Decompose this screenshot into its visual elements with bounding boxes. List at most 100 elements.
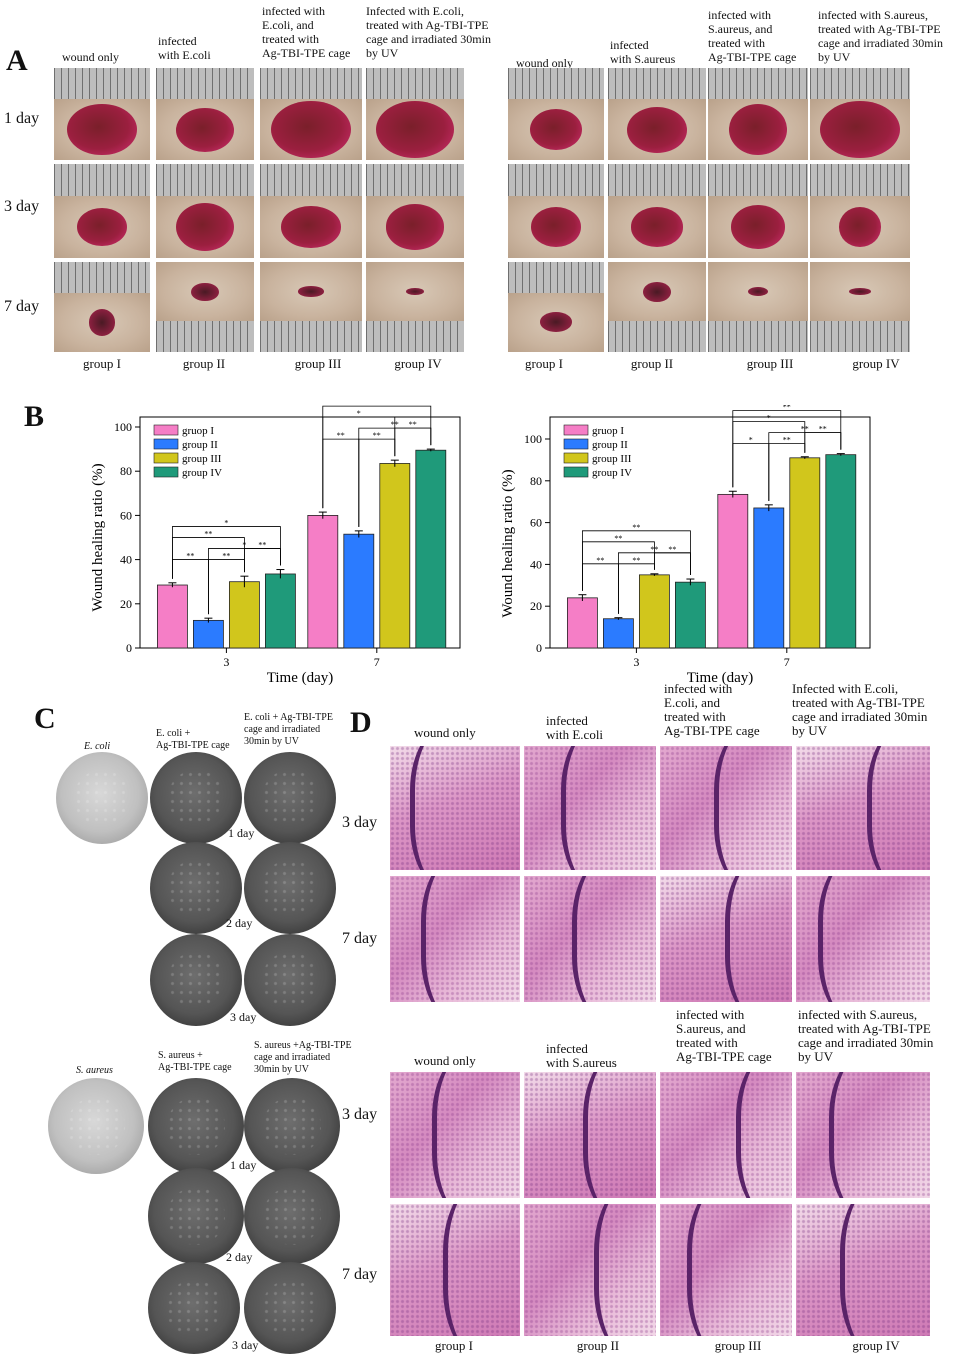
bar [379,463,411,649]
petri-dish [150,752,242,844]
column-header: wound only [414,1053,476,1068]
bar [343,533,375,649]
wound-photo [54,68,150,160]
petri-dish [148,1168,244,1264]
histology-image [660,746,792,870]
significance-bracket [804,432,842,453]
bar [193,619,224,649]
legend-label: gruop I [592,425,624,437]
wound-photo [608,68,706,160]
y-tick-label: 60 [120,508,132,522]
bar [157,584,188,649]
significance-bracket [654,552,691,576]
wound-photo [156,262,254,352]
wound-photo [54,262,150,352]
significance-label: * [224,519,228,528]
significance-label: ** [596,556,604,565]
panel-letter-d: D [350,706,372,739]
petri-dish [48,1078,144,1174]
column-header: Infected with E.coli, treated with Ag-TB… [366,4,491,60]
wound-photo [708,68,808,160]
significance-bracket [582,530,691,591]
bar [674,581,706,649]
y-tick-label: 80 [530,474,542,488]
group-label: group II [630,356,674,371]
plate-header: E. coli [84,741,111,752]
significance-label: ** [186,552,194,561]
legend-swatch [153,466,179,478]
significance-label: ** [222,552,230,561]
y-tick-label: 20 [120,597,132,611]
significance-label: * [767,414,771,423]
legend-swatch [153,424,179,436]
x-tick-label: 7 [784,655,790,669]
column-header: wound only [414,725,476,740]
column-header: infected with S.aureus, and treated with… [708,8,797,64]
bar [228,581,260,649]
petri-dish [244,1262,336,1354]
significance-bracket [322,438,360,527]
row-label-7-day: 7 day [4,298,40,315]
significance-bracket [244,548,281,573]
significance-label: ** [632,523,640,532]
legend-label: group IV [592,467,632,479]
panel-letter-b: B [24,400,45,433]
petri-dish [244,752,336,844]
wound-photo [508,262,604,352]
y-tick-label: 40 [530,557,542,571]
y-axis-label: Wound healing ratio (%) [90,463,106,611]
legend-label: group III [182,453,222,465]
histology-image [796,1204,930,1336]
petri-dish [244,1078,340,1174]
bar [638,574,670,649]
significance-label: ** [258,541,266,550]
significance-label: ** [783,405,791,412]
x-axis-label: Time (day) [687,670,754,686]
wound-photo [54,164,150,258]
plate-header: S. aureus + Ag-TBI-TPE cage [158,1050,232,1073]
wound-photo [156,164,254,258]
bar [717,493,749,649]
legend-swatch [563,452,589,464]
significance-label: ** [819,425,827,434]
legend-swatch [153,452,179,464]
group-label: group IV [394,356,442,371]
significance-bracket [732,443,770,501]
plate-header: E. coli + Ag-TBI-TPE cage and irradiated… [244,712,333,747]
legend-label: group III [592,453,632,465]
group-label: group IV [852,356,900,371]
bar [753,507,785,649]
histology-image [660,1072,792,1198]
wound-photo [708,262,808,352]
petri-dish [244,934,336,1026]
plate-header: S. aureus [76,1065,113,1076]
group-label: group II [182,356,226,371]
y-tick-label: 60 [530,516,542,530]
wound-photo [260,68,362,160]
row-label-1-day: 1 day [4,110,40,127]
day-label: 2 day [226,1250,253,1264]
y-tick-label: 20 [530,599,542,613]
wound-photo [260,164,362,258]
y-axis-label: Wound healing ratio (%) [500,469,516,617]
significance-label: ** [204,530,212,539]
histology-image [660,876,792,1002]
bar [415,449,447,649]
significance-label: * [749,436,753,445]
column-header: infected with E.coli, and treated with A… [664,681,760,738]
significance-bracket [322,405,432,509]
group-label: group I [83,356,121,371]
x-axis-label: Time (day) [267,670,334,686]
column-header: infected with E.coli, and treated with A… [262,4,351,60]
histology-image [524,1204,656,1336]
legend-swatch [563,438,589,450]
legend-swatch [563,424,589,436]
histology-image [796,1072,930,1198]
histology-image [796,746,930,870]
wound-photo [608,262,706,352]
significance-label: ** [783,436,791,445]
petri-dish [150,842,242,934]
petri-dish [148,1078,244,1174]
wound-photo [810,68,910,160]
wound-photo [366,164,464,258]
